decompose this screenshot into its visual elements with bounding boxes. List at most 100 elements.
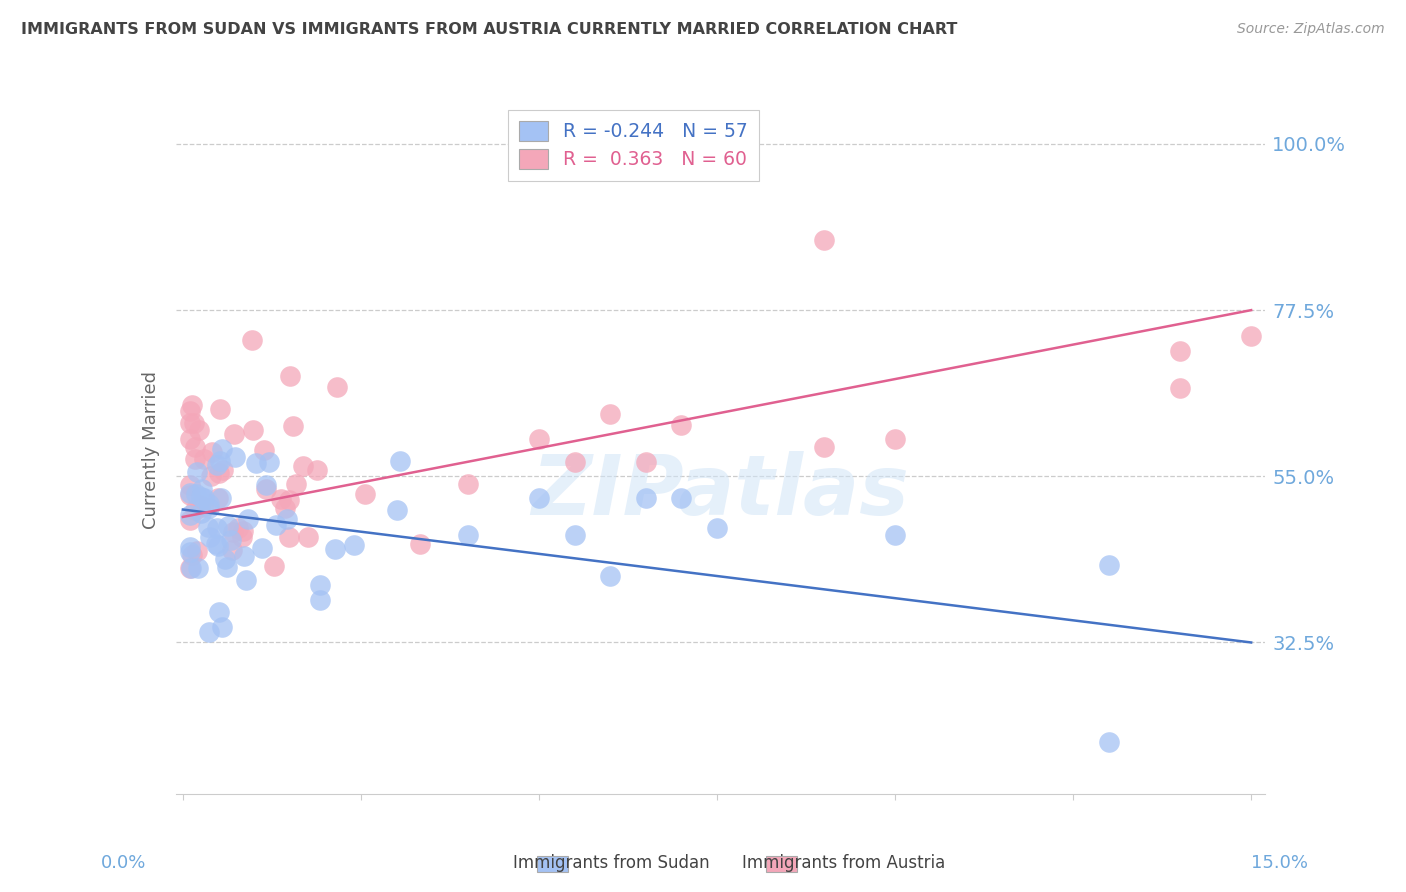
Point bbox=[187, 560, 209, 574]
Point bbox=[205, 520, 228, 534]
Point bbox=[564, 454, 586, 468]
Point bbox=[179, 486, 201, 500]
Text: IMMIGRANTS FROM SUDAN VS IMMIGRANTS FROM AUSTRIA CURRENTLY MARRIED CORRELATION C: IMMIGRANTS FROM SUDAN VS IMMIGRANTS FROM… bbox=[21, 22, 957, 37]
Point bbox=[183, 452, 205, 467]
Point bbox=[325, 380, 347, 394]
Legend: R = -0.244   N = 57, R =  0.363   N = 60: R = -0.244 N = 57, R = 0.363 N = 60 bbox=[508, 110, 759, 180]
Point bbox=[634, 454, 657, 468]
Point bbox=[208, 454, 231, 468]
Point bbox=[308, 577, 330, 591]
Point bbox=[221, 533, 243, 547]
Point bbox=[270, 491, 292, 506]
Point bbox=[222, 427, 245, 442]
Point bbox=[217, 519, 239, 533]
Point bbox=[184, 440, 207, 454]
Point bbox=[214, 552, 236, 566]
Y-axis label: Currently Married: Currently Married bbox=[142, 371, 160, 530]
FancyBboxPatch shape bbox=[537, 856, 568, 872]
Text: ZIPatlas: ZIPatlas bbox=[531, 451, 910, 533]
Point bbox=[250, 541, 273, 555]
Point bbox=[197, 520, 219, 534]
Point bbox=[284, 476, 307, 491]
Point bbox=[671, 417, 693, 432]
Point bbox=[283, 419, 305, 434]
Text: 15.0%: 15.0% bbox=[1250, 855, 1308, 872]
Point bbox=[231, 530, 253, 544]
Point bbox=[179, 561, 201, 575]
Text: 0.0%: 0.0% bbox=[101, 855, 146, 872]
Point bbox=[264, 518, 287, 533]
Point bbox=[308, 592, 330, 607]
Point bbox=[204, 537, 226, 551]
Point bbox=[297, 530, 319, 544]
Point bbox=[599, 407, 621, 421]
Point bbox=[527, 491, 550, 506]
Point bbox=[884, 433, 907, 447]
Point bbox=[240, 333, 263, 347]
Point bbox=[232, 549, 254, 563]
Point bbox=[1098, 558, 1121, 572]
Point bbox=[208, 605, 231, 619]
Point bbox=[193, 500, 215, 515]
Point bbox=[190, 490, 212, 504]
Point bbox=[179, 508, 201, 523]
Point bbox=[207, 539, 229, 553]
Point bbox=[179, 540, 201, 554]
Point bbox=[343, 538, 366, 552]
Point bbox=[200, 469, 222, 483]
Point bbox=[1168, 381, 1191, 395]
Point bbox=[179, 545, 201, 559]
Point bbox=[211, 442, 233, 456]
Point bbox=[1168, 343, 1191, 358]
Point bbox=[207, 458, 229, 472]
Point bbox=[191, 483, 214, 497]
Point bbox=[671, 491, 693, 506]
Point bbox=[278, 368, 301, 383]
Point bbox=[179, 513, 201, 527]
Point bbox=[884, 528, 907, 542]
Point bbox=[277, 530, 299, 544]
Point bbox=[184, 502, 207, 516]
Point bbox=[245, 456, 267, 470]
Point bbox=[198, 530, 221, 544]
Point bbox=[184, 487, 207, 501]
Text: Immigrants from Sudan: Immigrants from Sudan bbox=[513, 855, 710, 872]
Point bbox=[179, 417, 201, 431]
Point bbox=[188, 498, 211, 512]
Point bbox=[325, 542, 347, 557]
Point bbox=[291, 458, 314, 473]
Point bbox=[257, 455, 280, 469]
Point bbox=[207, 491, 229, 505]
Point bbox=[211, 620, 233, 634]
Point bbox=[186, 544, 208, 558]
Point bbox=[253, 442, 276, 457]
Point bbox=[222, 524, 245, 539]
Point bbox=[208, 466, 231, 480]
Point bbox=[564, 528, 586, 542]
Point bbox=[457, 476, 479, 491]
Point bbox=[179, 432, 201, 446]
Point bbox=[179, 404, 201, 418]
Point bbox=[209, 491, 232, 506]
Point bbox=[211, 462, 233, 476]
Point bbox=[180, 561, 202, 575]
Point bbox=[276, 512, 298, 526]
Point bbox=[236, 512, 259, 526]
Point bbox=[188, 423, 211, 437]
Point bbox=[457, 528, 479, 542]
Point bbox=[599, 569, 621, 583]
Point bbox=[221, 543, 243, 558]
Point bbox=[198, 625, 221, 640]
Point bbox=[193, 452, 215, 467]
Point bbox=[232, 524, 254, 539]
Point bbox=[408, 536, 430, 550]
Point bbox=[1240, 329, 1263, 343]
Point bbox=[813, 233, 835, 247]
Point bbox=[226, 521, 249, 535]
Point bbox=[274, 500, 297, 515]
Point bbox=[527, 433, 550, 447]
Point bbox=[254, 482, 277, 496]
Point bbox=[389, 454, 412, 468]
Point bbox=[1098, 735, 1121, 749]
Point bbox=[198, 501, 221, 516]
